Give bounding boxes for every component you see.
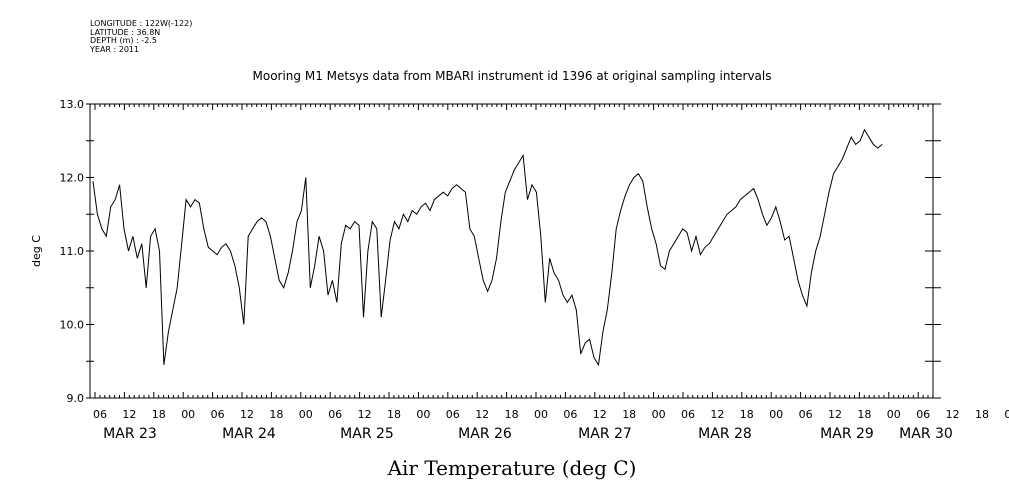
x-tick-label: 18 xyxy=(387,408,401,421)
x-tick-label: 12 xyxy=(475,408,489,421)
x-tick-label: 00 xyxy=(534,408,548,421)
x-tick-label: 18 xyxy=(505,408,519,421)
y-axis-label: deg C xyxy=(30,235,43,267)
x-tick-label: 18 xyxy=(740,408,754,421)
plot-frame xyxy=(89,103,934,399)
chart-title: Mooring M1 Metsys data from MBARI instru… xyxy=(253,69,772,83)
x-tick-label: 06 xyxy=(328,408,342,421)
x-tick-label: 00 xyxy=(299,408,313,421)
x-tick-label: 06 xyxy=(799,408,813,421)
y-tick-label: 12.0 xyxy=(60,172,85,185)
x-tick-label: 00 xyxy=(416,408,430,421)
day-label: MAR 26 xyxy=(458,426,512,442)
y-tick-labels: 9.0 10.0 11.0 12.0 13.0 xyxy=(60,98,85,405)
day-label: MAR 27 xyxy=(578,426,632,442)
x-tick-label: 06 xyxy=(681,408,695,421)
axis-ticks xyxy=(86,103,941,399)
day-label: MAR 30 xyxy=(899,426,953,442)
x-axis-label: Air Temperature (deg C) xyxy=(387,456,637,480)
x-tick-label: 18 xyxy=(622,408,636,421)
x-tick-label: 12 xyxy=(828,408,842,421)
day-label: MAR 23 xyxy=(103,426,157,442)
x-tick-labels: 06 12 18 00 06 12 18 00 06 12 18 00 06 12 18 00 06 12 18 00… xyxy=(93,408,1009,421)
mooring-metadata: LONGITUDE : 122W(-122) LATITUDE : 36.8N … xyxy=(90,19,193,54)
x-tick-label: 00 xyxy=(181,408,195,421)
x-tick-label: 12 xyxy=(593,408,607,421)
x-tick-label: 12 xyxy=(946,408,960,421)
depth-label: DEPTH (m) : -2.5 xyxy=(90,36,157,45)
x-tick-label: 00 xyxy=(887,408,901,421)
x-tick-label: 06 xyxy=(211,408,225,421)
y-tick-label: 13.0 xyxy=(60,98,85,111)
day-label: MAR 24 xyxy=(222,426,276,442)
x-tick-label: 06 xyxy=(916,408,930,421)
day-labels: MAR 23 MAR 24 MAR 25 MAR 26 MAR 27 MAR 28 MAR … xyxy=(103,426,953,442)
longitude-label: LONGITUDE : 122W(-122) xyxy=(90,19,193,28)
x-tick-label: 12 xyxy=(358,408,372,421)
x-tick-label: 12 xyxy=(122,408,136,421)
x-tick-label: 18 xyxy=(975,408,989,421)
x-tick-label: 12 xyxy=(710,408,724,421)
y-tick-label: 11.0 xyxy=(60,245,85,258)
latitude-label: LATITUDE : 36.8N xyxy=(90,27,161,37)
x-tick-label: 06 xyxy=(93,408,107,421)
x-tick-label: 00 xyxy=(652,408,666,421)
x-tick-label: 12 xyxy=(240,408,254,421)
day-label: MAR 28 xyxy=(698,426,752,442)
x-tick-label: 18 xyxy=(269,408,283,421)
x-tick-label: 06 xyxy=(563,408,577,421)
x-tick-label: 06 xyxy=(446,408,460,421)
day-label: MAR 29 xyxy=(820,426,874,442)
day-label: MAR 25 xyxy=(340,426,394,442)
x-tick-label: 00 xyxy=(769,408,783,421)
x-tick-label: 00 xyxy=(1004,408,1009,421)
x-tick-label: 18 xyxy=(857,408,871,421)
x-tick-label: 18 xyxy=(152,408,166,421)
y-tick-label: 9.0 xyxy=(67,392,85,405)
year-label: YEAR : 2011 xyxy=(90,44,140,54)
series-line-air-temperature xyxy=(92,128,883,367)
y-tick-label: 10.0 xyxy=(60,319,85,332)
